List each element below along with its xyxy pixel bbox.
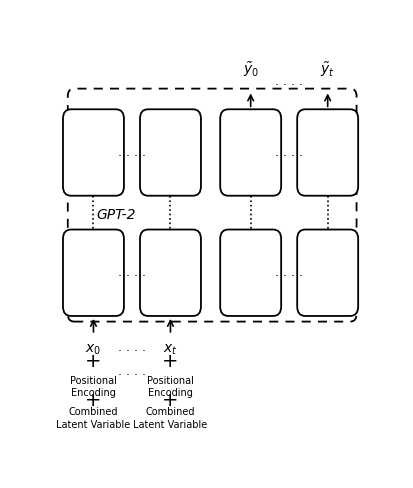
Text: Combined
Latent Variable: Combined Latent Variable bbox=[56, 407, 130, 429]
FancyBboxPatch shape bbox=[68, 89, 356, 322]
Text: . . . .: . . . . bbox=[118, 146, 146, 159]
Text: . . . .: . . . . bbox=[118, 341, 146, 354]
Text: . . . .: . . . . bbox=[275, 266, 302, 279]
Text: . . . .: . . . . bbox=[275, 146, 302, 159]
FancyBboxPatch shape bbox=[140, 229, 200, 316]
FancyBboxPatch shape bbox=[297, 229, 357, 316]
Text: . . . .: . . . . bbox=[275, 75, 302, 88]
Text: GPT-2: GPT-2 bbox=[96, 207, 136, 222]
Text: Positional
Encoding: Positional Encoding bbox=[70, 376, 116, 399]
FancyBboxPatch shape bbox=[297, 109, 357, 196]
FancyBboxPatch shape bbox=[63, 229, 123, 316]
FancyBboxPatch shape bbox=[63, 109, 123, 196]
Text: +: + bbox=[162, 351, 178, 370]
Text: +: + bbox=[85, 391, 102, 410]
Text: $x_0$: $x_0$ bbox=[85, 342, 101, 357]
Text: Combined
Latent Variable: Combined Latent Variable bbox=[133, 407, 207, 429]
Text: $\tilde{y}_0$: $\tilde{y}_0$ bbox=[242, 61, 258, 79]
FancyBboxPatch shape bbox=[220, 109, 280, 196]
Text: $\tilde{y}_t$: $\tilde{y}_t$ bbox=[320, 61, 334, 79]
Text: +: + bbox=[162, 391, 178, 410]
Text: Positional
Encoding: Positional Encoding bbox=[147, 376, 193, 399]
FancyBboxPatch shape bbox=[220, 229, 280, 316]
FancyBboxPatch shape bbox=[140, 109, 200, 196]
Text: . . . .: . . . . bbox=[118, 266, 146, 279]
Text: . . . .: . . . . bbox=[118, 365, 146, 378]
Text: $x_t$: $x_t$ bbox=[163, 342, 177, 357]
Text: +: + bbox=[85, 351, 102, 370]
